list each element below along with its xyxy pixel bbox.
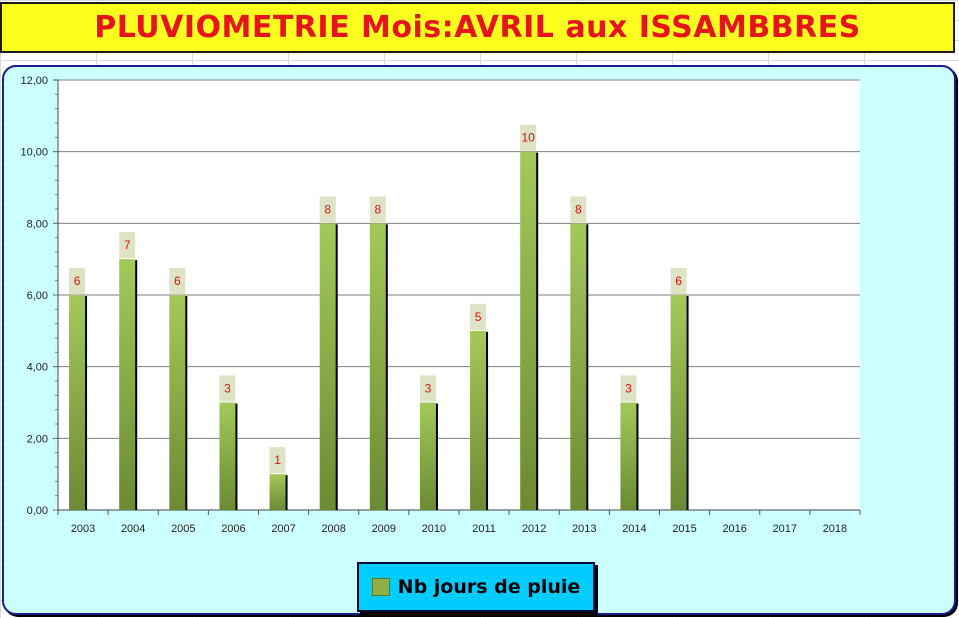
y-tick-label: 12,00 — [20, 75, 48, 87]
bar — [269, 474, 286, 510]
data-label-bg — [670, 268, 687, 294]
y-tick-label: 10,00 — [20, 147, 48, 159]
data-label-bg — [470, 303, 487, 330]
data-label: 3 — [625, 382, 632, 396]
data-label: 1 — [274, 453, 281, 467]
y-tick-label: 8,00 — [27, 218, 48, 230]
data-label-bg — [419, 375, 436, 402]
x-tick-label: 2010 — [422, 523, 446, 535]
y-tick-label: 2,00 — [27, 433, 48, 445]
x-tick-label: 2003 — [71, 523, 95, 535]
bar — [520, 151, 537, 510]
legend-swatch — [371, 578, 390, 596]
bar — [69, 295, 86, 510]
data-label-bg — [119, 232, 136, 259]
bar — [419, 402, 436, 510]
bar — [670, 295, 687, 510]
x-tick-label: 2017 — [773, 523, 797, 535]
data-label: 6 — [174, 274, 181, 288]
data-label: 8 — [374, 202, 381, 216]
x-tick-label: 2005 — [171, 523, 195, 535]
data-label-bg — [69, 268, 86, 294]
title-banner: PLUVIOMETRIE Mois:AVRIL aux ISSAMBBRES — [0, 2, 955, 53]
data-label-bg — [219, 375, 236, 402]
data-label: 6 — [74, 274, 81, 288]
data-label-bg — [620, 375, 637, 402]
data-label-bg — [169, 268, 186, 294]
data-label-bg — [520, 124, 537, 151]
data-label: 8 — [575, 202, 582, 216]
x-tick-label: 2009 — [372, 523, 396, 535]
bar — [620, 402, 637, 510]
data-label-bg — [570, 196, 587, 223]
x-tick-label: 2007 — [271, 523, 295, 535]
data-label-bg — [319, 196, 336, 223]
x-tick-label: 2013 — [572, 523, 596, 535]
x-tick-label: 2014 — [622, 523, 646, 535]
data-label: 7 — [124, 238, 131, 252]
bar — [570, 223, 587, 511]
legend[interactable]: Nb jours de pluie — [357, 562, 595, 612]
data-label: 3 — [425, 382, 432, 396]
bar — [369, 223, 386, 511]
bar — [219, 402, 236, 510]
bar — [470, 330, 487, 510]
x-tick-label: 2006 — [221, 523, 245, 535]
chart-title: PLUVIOMETRIE Mois:AVRIL aux ISSAMBBRES — [94, 10, 861, 45]
x-tick-label: 2012 — [522, 523, 546, 535]
x-tick-label: 2016 — [722, 523, 746, 535]
data-label: 8 — [324, 202, 331, 216]
bar — [169, 295, 186, 510]
bar — [119, 259, 136, 510]
data-label: 10 — [522, 131, 536, 145]
x-tick-label: 2015 — [672, 523, 696, 535]
x-tick-label: 2008 — [321, 523, 345, 535]
x-tick-label: 2004 — [121, 523, 145, 535]
data-label: 5 — [475, 310, 482, 324]
data-label-bg — [369, 196, 386, 223]
y-tick-label: 6,00 — [27, 290, 48, 302]
x-tick-label: 2018 — [823, 523, 847, 535]
bar — [319, 223, 336, 511]
data-label: 6 — [675, 274, 682, 288]
y-tick-label: 0,00 — [27, 505, 48, 517]
data-label-bg — [269, 447, 286, 474]
x-tick-label: 2011 — [472, 523, 496, 535]
y-tick-label: 4,00 — [27, 362, 48, 374]
data-label: 3 — [224, 382, 231, 396]
legend-label: Nb jours de pluie — [397, 576, 581, 598]
